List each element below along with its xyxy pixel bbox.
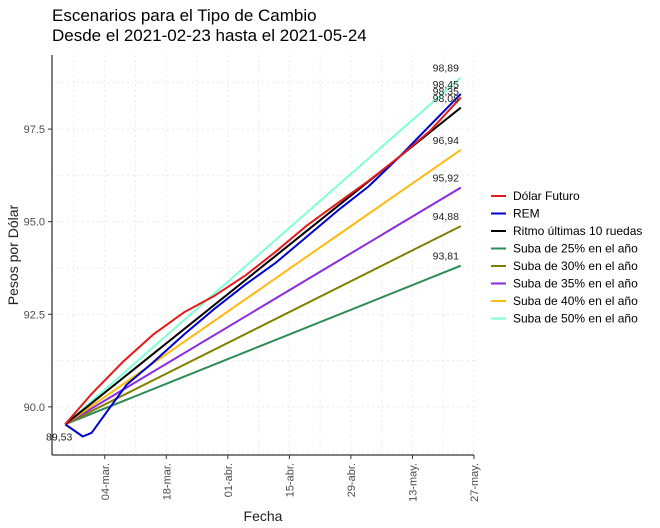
y-tick-label: 92.5 bbox=[24, 309, 45, 321]
series-line bbox=[64, 93, 462, 438]
grid bbox=[52, 55, 475, 455]
series-layer bbox=[64, 76, 462, 438]
legend-label: Suba de 30% en el año bbox=[513, 259, 638, 273]
legend-label: Dólar Futuro bbox=[513, 189, 580, 203]
y-tick-label: 97.5 bbox=[24, 124, 45, 136]
end-value-label: 96,94 bbox=[433, 135, 459, 147]
end-value-label: 93,81 bbox=[433, 251, 459, 263]
y-tick-label: 95.0 bbox=[24, 217, 45, 229]
end-value-label: 98,08 bbox=[433, 93, 459, 105]
end-value-label: 95,92 bbox=[433, 173, 459, 185]
x-tick-label: 01-abr. bbox=[223, 463, 235, 497]
series-line bbox=[64, 148, 462, 426]
legend-label: Ritmo últimas 10 ruedas bbox=[513, 224, 642, 238]
y-axis-ticks: 90.0 92.5 95.0 97.5 bbox=[24, 124, 52, 414]
x-tick-label: 15-abr. bbox=[284, 463, 296, 497]
end-value-label: 98,89 bbox=[433, 63, 459, 75]
end-value-label: 94,88 bbox=[433, 211, 459, 223]
x-axis-ticks: 04-mar. 18-mar. 01-abr. 15-abr. 29-abr. 13-ma… bbox=[100, 455, 481, 502]
series-line bbox=[64, 76, 462, 426]
series-line bbox=[64, 186, 462, 426]
legend-label: Suba de 40% en el año bbox=[513, 294, 638, 308]
legend-label: REM bbox=[513, 207, 540, 221]
chart-title-line-2: Desde el 2021-02-23 hasta el 2021-05-24 bbox=[52, 26, 367, 45]
legend-label: Suba de 25% en el año bbox=[513, 242, 638, 256]
series-line bbox=[64, 225, 462, 426]
x-axis-title: Fecha bbox=[244, 508, 283, 524]
chart-title-line-1: Escenarios para el Tipo de Cambio bbox=[52, 6, 317, 25]
y-tick-label: 90.0 bbox=[24, 402, 45, 414]
series-line bbox=[64, 96, 462, 425]
start-value-label: 89,53 bbox=[46, 431, 72, 443]
x-tick-label: 18-mar. bbox=[161, 463, 173, 500]
x-tick-label: 27-may. bbox=[469, 463, 481, 502]
y-axis-title: Pesos por Dólar bbox=[5, 204, 21, 305]
end-value-label: 98,45 bbox=[433, 79, 459, 91]
legend: Dólar Futuro REM Ritmo últimas 10 ruedas Su… bbox=[491, 189, 642, 326]
series-line bbox=[64, 264, 462, 426]
legend-label: Suba de 35% en el año bbox=[513, 277, 638, 291]
legend-label: Suba de 50% en el año bbox=[513, 312, 638, 326]
x-tick-label: 04-mar. bbox=[100, 463, 112, 500]
x-tick-label: 29-abr. bbox=[346, 463, 358, 497]
x-tick-label: 13-may. bbox=[407, 463, 419, 502]
end-value-label: 98,35 bbox=[433, 86, 459, 98]
